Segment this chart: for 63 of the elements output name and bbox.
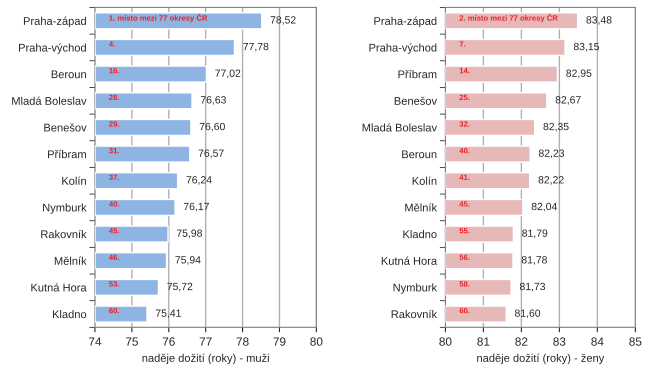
x-tick-label: 85 [629,337,642,346]
y-tick-label: Mladá Boleslav [12,96,87,105]
y-tick-label: Kutná Hora [31,283,87,292]
x-tick-label: 80 [310,337,322,346]
y-tick-label: Kolín [62,176,86,185]
y-tick-label: Praha-západ [374,16,436,28]
data-label: 82,95 [566,70,592,78]
data-label: 81,79 [522,229,548,238]
x-axis-title: naděje dožití (roky) - ženy [477,354,604,364]
data-label: 81,78 [522,256,547,265]
x-tick-label: 78 [236,337,249,346]
data-label: 83,15 [574,42,600,52]
data-label: 82,67 [556,96,581,105]
y-tick-label: Nymburk [394,283,438,294]
y-tick-label: Beroun [52,70,86,78]
x-tick-label: 79 [274,337,286,346]
y-tick-label: Kladno [52,310,86,318]
y-tick-label: Kladno [403,230,437,238]
y-tick-label: Rakovník [392,310,438,318]
y-tick-label: Praha-východ [19,43,86,54]
data-label: 82,22 [538,176,564,185]
data-label: 76,57 [198,149,224,158]
data-label: 78,52 [270,16,296,25]
y-tick-label: Kutná Hora [382,256,438,265]
data-label: 76,24 [186,176,212,185]
y-tick-label: Mělník [405,203,438,212]
data-label: 82,35 [543,122,569,132]
data-label: 75,94 [175,256,201,265]
y-tick-label: Příbram [48,150,86,158]
x-tick-label: 74 [89,338,102,346]
y-tick-label: Benešov [44,123,87,132]
data-label: 82,23 [538,149,564,158]
y-tick-label: Rakovník [41,230,87,238]
x-tick-label: 75 [126,338,138,346]
data-label: 81,73 [520,282,546,292]
data-label: 75,41 [156,310,181,318]
data-label: 83,48 [586,16,612,25]
y-tick-label: Mladá Boleslav [362,123,438,132]
y-tick-label: Praha-západ [24,16,86,28]
x-tick-label: 83 [553,337,566,346]
y-tick-label: Kolín [412,176,436,185]
x-tick-label: 84 [591,337,604,346]
data-label: 76,63 [200,96,226,105]
x-axis-title: naděje dožití (roky) - muži [142,354,269,364]
data-label: 75,98 [176,229,202,238]
y-tick-label: Příbram [398,70,436,78]
y-tick-label: Nymburk [43,203,87,214]
data-label: 76,60 [200,122,225,132]
data-label: 82,04 [532,202,557,212]
x-tick-label: 82 [515,337,528,346]
y-tick-label: Benešov [394,96,438,105]
data-label: 77,78 [243,42,268,52]
data-label: 77,02 [215,70,240,78]
data-label: 75,72 [167,282,192,292]
y-tick-label: Mělník [54,256,87,265]
x-tick-label: 80 [439,337,452,346]
x-tick-label: 77 [200,338,212,346]
x-tick-label: 81 [477,337,490,346]
y-tick-label: Praha-východ [369,43,436,54]
data-label: 76,17 [184,202,209,212]
y-tick-label: Beroun [402,150,436,158]
data-label: 81,60 [514,309,540,318]
x-tick-label: 76 [162,337,175,346]
